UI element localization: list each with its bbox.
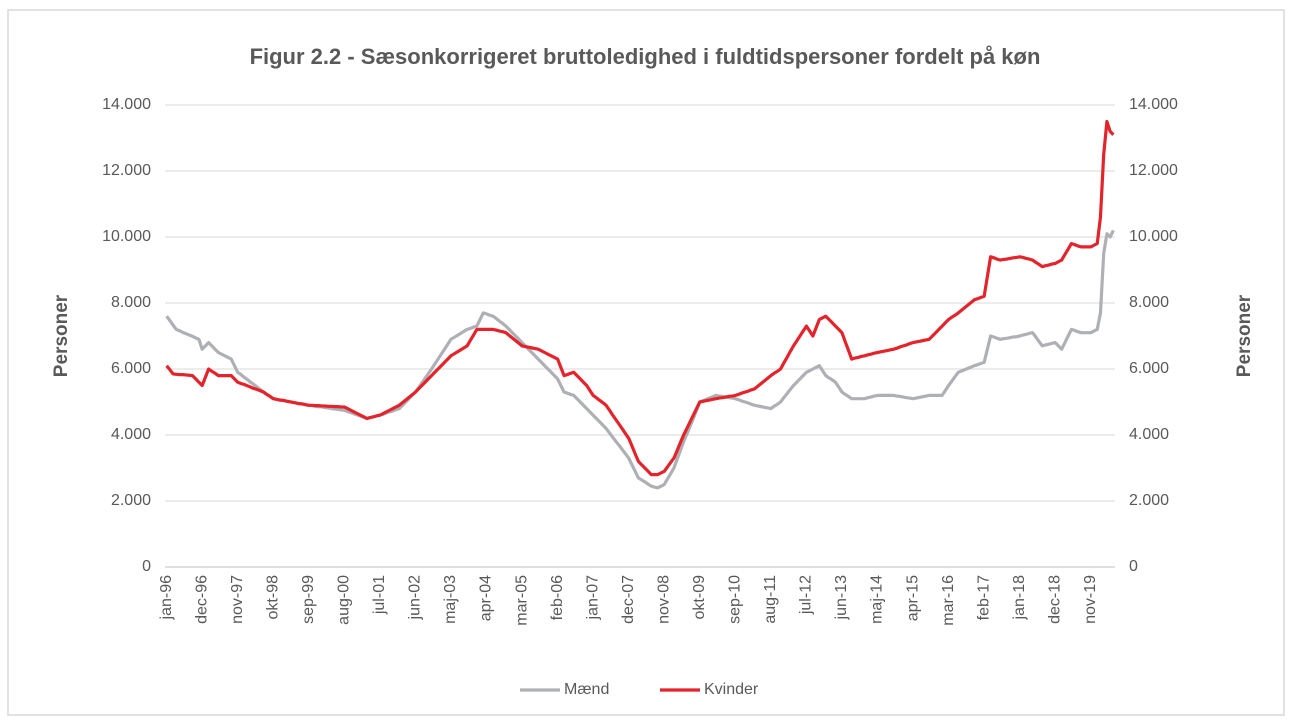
- y-tick-label: 0: [142, 558, 151, 575]
- y2-tick-label: 6.000: [1129, 360, 1169, 377]
- x-tick-label: jul-01: [371, 575, 388, 615]
- x-tick-label: jan-07: [584, 575, 601, 621]
- y2-tick-label: 4.000: [1129, 426, 1169, 443]
- x-tick-label: sep-99: [300, 575, 317, 624]
- legend-label: Mænd: [564, 681, 609, 698]
- x-tick-label: maj-14: [869, 575, 886, 624]
- y-tick-label: 8.000: [111, 294, 151, 311]
- y2-tick-label: 0: [1129, 558, 1138, 575]
- y-tick-label: 10.000: [102, 228, 151, 245]
- y2-axis-title: Personer: [1234, 294, 1255, 377]
- x-tick-label: aug-11: [762, 575, 779, 624]
- x-tick-label: sep-10: [727, 575, 744, 624]
- x-tick-label: jan-96: [158, 575, 175, 621]
- y-tick-label: 2.000: [111, 492, 151, 509]
- line-series: [165, 119, 1115, 477]
- x-tick-label: aug-00: [336, 575, 353, 625]
- y-tick-label: 4.000: [111, 426, 151, 443]
- x-tick-label: feb-06: [549, 575, 566, 620]
- x-tick-label: okt-09: [691, 575, 708, 620]
- x-tick-label: apr-15: [904, 575, 921, 621]
- y2-tick-label: 8.000: [1129, 294, 1169, 311]
- y-axis-title: Personer: [51, 294, 72, 377]
- chart-border: [7, 9, 1285, 716]
- x-tick-label: feb-17: [975, 575, 992, 620]
- x-tick-label: okt-98: [264, 575, 281, 620]
- legend-label: Kvinder: [704, 681, 759, 698]
- x-tick-label: nov-19: [1082, 575, 1099, 624]
- x-tick-label: apr-04: [478, 575, 495, 621]
- x-tick-label: maj-03: [442, 575, 459, 624]
- y-tick-label: 14.000: [102, 96, 151, 113]
- x-tick-label: dec-18: [1046, 575, 1063, 624]
- x-tick-label: mar-05: [513, 575, 530, 626]
- x-tick-label: jul-12: [798, 575, 815, 615]
- x-tick-label: dec-96: [193, 575, 210, 624]
- chart-title: Figur 2.2 - Sæsonkorrigeret bruttoledigh…: [250, 44, 1041, 69]
- y2-tick-label: 10.000: [1129, 228, 1178, 245]
- x-tick-label: jun-13: [833, 575, 850, 621]
- x-tick-label: nov-08: [655, 575, 672, 624]
- x-tick-label: mar-16: [940, 575, 957, 626]
- y2-tick-label: 12.000: [1129, 162, 1178, 179]
- x-tick-label: dec-07: [620, 575, 637, 624]
- x-tick-label: jun-02: [407, 575, 424, 621]
- y2-tick-label: 14.000: [1129, 96, 1178, 113]
- x-tick-label: jan-18: [1011, 575, 1028, 621]
- y-tick-label: 6.000: [111, 360, 151, 377]
- y-tick-label: 12.000: [102, 162, 151, 179]
- y2-tick-label: 2.000: [1129, 492, 1169, 509]
- x-tick-label: nov-97: [229, 575, 246, 624]
